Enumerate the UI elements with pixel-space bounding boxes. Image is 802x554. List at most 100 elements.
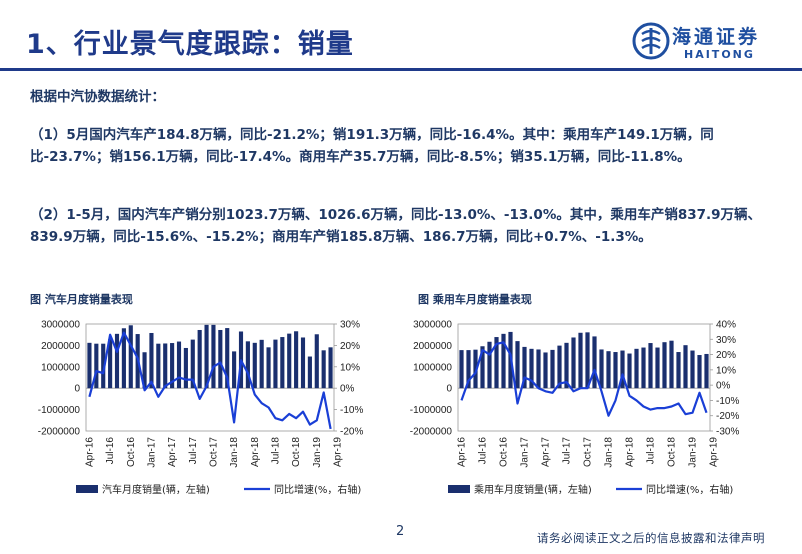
sales-bar	[266, 347, 271, 389]
sales-bar	[252, 342, 257, 389]
sales-bar	[225, 328, 230, 389]
sales-bar	[142, 352, 147, 389]
sales-bar	[571, 337, 576, 389]
x-axis-tick-label: Jul-16	[478, 437, 489, 465]
legal-disclaimer: 请务必阅读正文之后的信息披露和法律声明	[537, 531, 765, 545]
left-axis-tick-label: 2000000	[413, 341, 452, 352]
sales-bar	[287, 333, 292, 389]
x-axis-tick-label: Oct-18	[667, 437, 678, 467]
left-axis-tick-label: 1000000	[413, 362, 452, 373]
right-axis-tick-label: -10%	[340, 405, 363, 416]
sales-bar	[543, 352, 548, 389]
x-axis-tick-label: Jul-16	[105, 437, 116, 465]
right-axis-tick-label: 40%	[716, 320, 736, 331]
sales-bar	[211, 324, 216, 389]
auto-sales-chart: 3000000 2000000 1000000 0 -1000000 -2000000 30…	[38, 320, 364, 497]
logo-chinese-text: 海通证券	[672, 26, 761, 48]
x-axis-tick-label: Oct-16	[499, 437, 510, 467]
x-axis-tick-label: Apr-16	[84, 437, 95, 467]
legend-line-label: 同比增速(%，右轴)	[646, 483, 733, 496]
sales-bar	[245, 341, 250, 389]
right-axis-tick-label: -20%	[340, 427, 363, 438]
sales-bar	[669, 340, 674, 389]
left-axis-tick-label: -1000000	[38, 405, 81, 416]
sales-bar	[94, 343, 99, 389]
sales-bar	[108, 339, 113, 389]
passenger-car-sales-chart: 3000000 2000000 1000000 0 -1000000 -2000000 40…	[410, 320, 740, 497]
sales-bar	[634, 348, 639, 389]
x-axis-tick-label: Oct-17	[208, 437, 219, 467]
sales-bar	[515, 341, 520, 389]
x-axis-tick-label: Jan-18	[604, 437, 615, 468]
page-title: 1、行业景气度跟踪：销量	[26, 29, 354, 60]
right-axis-tick-label: -10%	[716, 396, 739, 407]
sales-bar	[149, 332, 154, 389]
right-axis-tick-label: 20%	[716, 350, 736, 361]
logo-english-text: HAITONG	[684, 48, 755, 61]
sales-bar	[473, 349, 478, 389]
sales-bar	[557, 345, 562, 389]
sales-bar	[163, 343, 168, 389]
sales-bar	[204, 324, 209, 389]
right-axis-tick-label: 0%	[716, 381, 731, 392]
sales-bar	[273, 339, 278, 389]
sales-bar	[564, 342, 569, 389]
sales-bar	[529, 348, 534, 389]
x-axis-tick-label: Jan-19	[312, 437, 323, 468]
sales-bar	[578, 332, 583, 389]
x-axis-tick-label: Jan-18	[229, 437, 240, 468]
right-axis-tick-label: 10%	[716, 365, 736, 376]
sales-bar	[536, 349, 541, 389]
haitong-logo-icon	[632, 22, 670, 60]
sales-bar	[648, 343, 653, 389]
sales-bar	[156, 343, 161, 389]
sales-bar	[592, 336, 597, 389]
x-axis-tick-label: Oct-18	[291, 437, 302, 467]
header-divider	[0, 68, 802, 71]
x-axis-tick-label: Apr-19	[709, 437, 720, 467]
sales-bar	[599, 349, 604, 389]
sales-bar	[585, 332, 590, 389]
sales-bar	[655, 347, 660, 389]
x-axis-tick-label: Jul-17	[562, 437, 573, 465]
left-axis-tick-label: -2000000	[38, 427, 81, 438]
right-axis-tick-label: 10%	[340, 362, 360, 373]
legend-bar-label: 汽车月度销量(辆，左轴)	[102, 483, 210, 496]
x-axis-tick-label: Oct-16	[126, 437, 137, 467]
right-axis-tick-label: -30%	[716, 427, 739, 438]
x-axis-tick-label: Oct-17	[583, 437, 594, 467]
sales-bar	[328, 347, 333, 389]
paragraph-may-sales: （1）5月国内汽车产184.8万辆，同比-21.2%；销191.3万辆，同比-1…	[30, 127, 714, 165]
right-axis-tick-label: 20%	[340, 341, 360, 352]
sales-bar	[176, 341, 182, 389]
x-axis-tick-label: Jul-18	[270, 437, 281, 465]
right-axis-tick-label: 0%	[340, 384, 355, 395]
sales-bar	[690, 350, 695, 389]
left-axis-tick-label: -2000000	[410, 427, 453, 438]
sales-bar	[307, 356, 312, 389]
plot-frame	[85, 323, 335, 432]
sales-bar	[697, 355, 702, 389]
sales-bar	[321, 350, 326, 389]
x-axis-tick-label: Jan-19	[688, 437, 699, 468]
chart-2-title: 图 乘用车月度销量表现	[418, 293, 532, 306]
sales-bar	[606, 351, 611, 389]
sales-bar	[662, 342, 667, 389]
sales-bar	[197, 329, 202, 389]
left-axis-tick-label: 2000000	[41, 341, 80, 352]
sales-bar	[87, 342, 92, 389]
sales-bar	[170, 343, 175, 389]
sales-bar	[114, 333, 120, 389]
sales-bar	[501, 333, 506, 389]
sales-bar	[676, 352, 681, 389]
right-axis-tick-label: 30%	[716, 335, 736, 346]
sales-bar	[466, 350, 471, 389]
sales-bar	[459, 350, 464, 389]
page-number: 2	[396, 524, 405, 539]
sales-bar	[232, 351, 237, 389]
sales-bar	[259, 339, 264, 389]
x-axis-tick-label: Apr-17	[541, 437, 552, 467]
plot-frame	[457, 323, 711, 432]
yoy-growth-line	[460, 341, 708, 417]
legend-line-label: 同比增速(%，右轴)	[274, 483, 361, 496]
